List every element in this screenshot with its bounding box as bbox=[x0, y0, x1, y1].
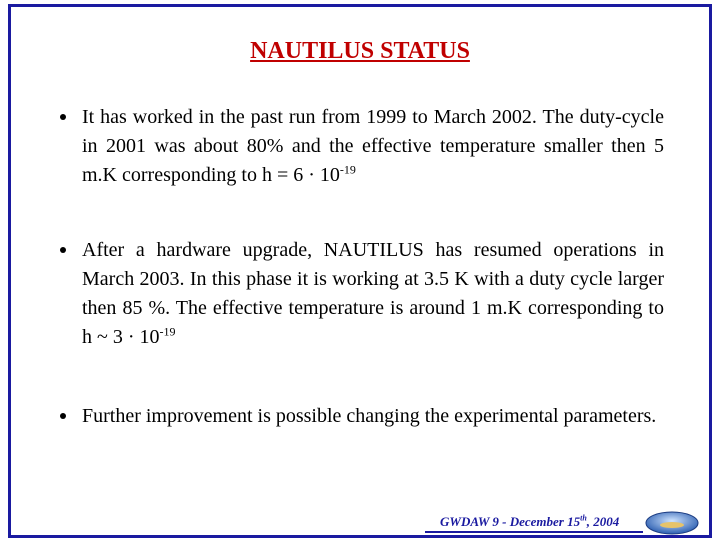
footer: GWDAW 9 - December 15th, 2004 bbox=[440, 514, 619, 530]
slide-title: NAUTILUS STATUS bbox=[250, 38, 470, 64]
logo bbox=[645, 511, 699, 535]
superscript: -19 bbox=[159, 324, 176, 339]
bullet-marker bbox=[60, 413, 66, 419]
superscript: -19 bbox=[339, 162, 356, 177]
footer-text: GWDAW 9 - December 15 bbox=[440, 514, 581, 529]
bullet-marker bbox=[60, 247, 66, 253]
bullet-text: Further improvement is possible changing… bbox=[82, 405, 657, 427]
bullet: Further improvement is possible changing… bbox=[60, 402, 664, 431]
bullet: After a hardware upgrade, NAUTILUS has r… bbox=[60, 236, 664, 352]
footer-rule bbox=[425, 531, 643, 533]
bullet-text: It has worked in the past run from 1999 … bbox=[82, 106, 664, 186]
superscript: th bbox=[580, 513, 587, 523]
bullet: It has worked in the past run from 1999 … bbox=[60, 103, 664, 190]
slide-border bbox=[8, 4, 712, 538]
bullet-text: After a hardware upgrade, NAUTILUS has r… bbox=[82, 239, 664, 348]
footer-text: , 2004 bbox=[586, 514, 620, 529]
bullet-marker bbox=[60, 114, 66, 120]
